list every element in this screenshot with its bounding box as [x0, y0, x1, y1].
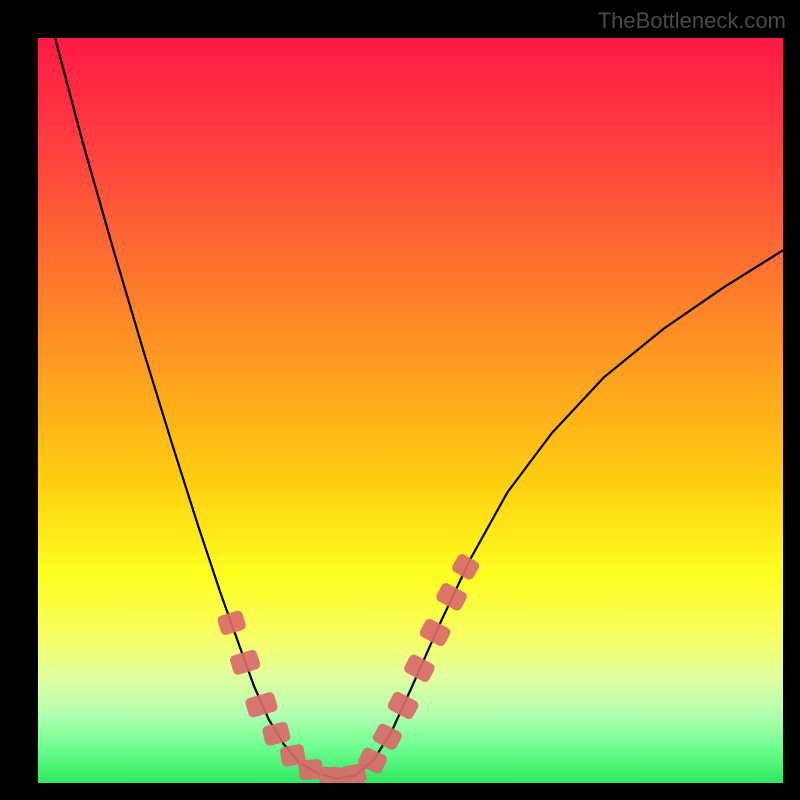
curve-layer [38, 38, 783, 783]
curve-marker [244, 691, 278, 718]
curve-marker [229, 649, 262, 676]
curve-marker [216, 609, 247, 636]
curve-marker [434, 581, 468, 612]
curve-marker [319, 767, 344, 783]
plot-area [38, 38, 783, 783]
curve-marker [261, 721, 291, 747]
source-watermark: TheBottleneck.com [598, 8, 786, 34]
curve-left-branch [55, 38, 336, 779]
curve-marker [371, 722, 403, 752]
marker-group [216, 552, 481, 783]
curve-marker [450, 552, 481, 581]
curve-marker [418, 617, 452, 648]
curve-marker [402, 653, 436, 684]
curve-marker [386, 690, 420, 721]
